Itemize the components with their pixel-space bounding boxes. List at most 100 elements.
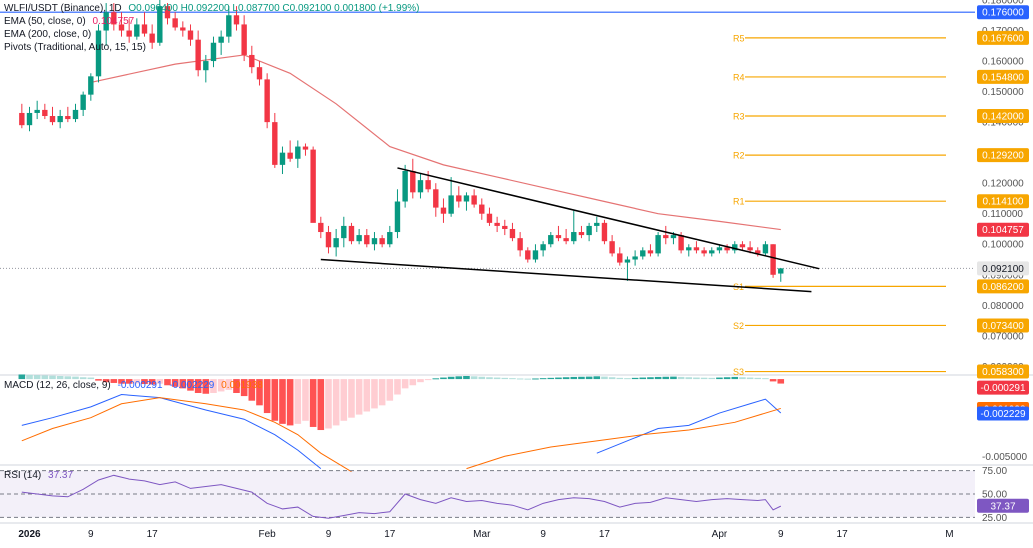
rsi-level-label: 50.00 xyxy=(982,490,1007,501)
candle-body xyxy=(249,54,255,68)
pivot-price-tag-bg xyxy=(977,109,1029,124)
macd-histogram-bar xyxy=(447,376,455,380)
macd-histogram-bar xyxy=(539,378,547,380)
signal-line-late xyxy=(466,407,781,470)
candle-body xyxy=(624,259,631,263)
macd-histogram-bar xyxy=(493,377,501,380)
candle-body xyxy=(640,250,646,257)
pivot-price-tag: 0.142000 xyxy=(982,112,1024,123)
candle-body xyxy=(663,235,669,239)
rsi-level-label: 75.00 xyxy=(982,466,1007,477)
pivot-price-tag: 0.129200 xyxy=(982,151,1024,162)
pivot-level-label: S3 xyxy=(733,367,744,377)
candle-body xyxy=(387,232,393,245)
macd-histogram-bar xyxy=(532,378,539,380)
macd-histogram-bar xyxy=(286,379,294,426)
candle-body xyxy=(134,24,140,37)
candle-body xyxy=(241,24,247,55)
macd-label[interactable]: MACD (12, 26, close, 9) xyxy=(4,380,111,391)
candle-body xyxy=(540,244,546,251)
ema200-label[interactable]: EMA (200, close, 0) xyxy=(4,29,92,40)
candle-body xyxy=(118,24,125,31)
macd-histogram-bar xyxy=(593,376,601,380)
macd-histogram-bar xyxy=(769,379,777,382)
legend-ema200-row: EMA (200, close, 0) xyxy=(4,29,91,41)
macd-histogram-bar xyxy=(72,376,79,380)
symbol-label[interactable]: WLFI/USDT (Binance), 1D xyxy=(4,3,122,14)
candle-body xyxy=(739,244,746,248)
macd-histogram-bar xyxy=(49,375,56,380)
macd-line xyxy=(21,394,322,470)
candle-body xyxy=(141,24,148,34)
candle-body xyxy=(187,30,194,40)
candle-body xyxy=(732,244,738,251)
macd-histogram-bar xyxy=(731,376,739,380)
candle-body xyxy=(172,18,178,28)
macd-histogram-bar xyxy=(647,377,654,380)
macd-histogram-bar xyxy=(386,379,394,401)
candle-body xyxy=(126,30,132,37)
pivot-level-label: S2 xyxy=(733,321,744,331)
candle-body xyxy=(195,39,201,71)
candle-body xyxy=(724,247,730,251)
candle-body xyxy=(256,67,263,80)
last-price-tag: 0.092100 xyxy=(982,264,1024,275)
pivot-price-tag-bg xyxy=(977,148,1029,163)
ema50-label[interactable]: EMA (50, close, 0) xyxy=(4,16,86,27)
time-axis-label: 9 xyxy=(540,529,546,540)
candle-body xyxy=(111,12,117,25)
macd-histogram-bar xyxy=(409,379,417,386)
pivots-label[interactable]: Pivots (Traditional, Auto, 15, 15) xyxy=(4,42,146,53)
candle-body xyxy=(502,225,508,229)
rsi-label[interactable]: RSI (14) xyxy=(4,470,42,481)
macd-histogram-bar xyxy=(685,377,693,380)
ohlc-values: O0.090400 H0.092200 L0.087700 C0.092100 … xyxy=(128,3,420,14)
macd-histogram-bar xyxy=(332,379,340,426)
macd-histogram-bar xyxy=(271,379,279,421)
macd-histogram-bar xyxy=(608,377,616,380)
price-tick-label: 0.080000 xyxy=(982,301,1024,312)
macd-histogram-bar xyxy=(463,376,470,380)
candle-body xyxy=(302,146,309,150)
macd-tick-label: -0.005000 xyxy=(982,452,1027,463)
candle-body xyxy=(325,232,332,248)
candle-body xyxy=(218,36,224,43)
macd-histogram-bar xyxy=(56,376,64,380)
candle-body xyxy=(494,222,500,226)
candle-body xyxy=(655,235,661,254)
macd-histogram-bar xyxy=(248,379,256,401)
last-price-tag-bg xyxy=(977,261,1029,276)
price-tick-label: 0.090000 xyxy=(982,270,1024,281)
macd-histogram-bar xyxy=(194,379,202,393)
rsi-value-tag-bg xyxy=(977,498,1029,513)
macd-histogram-bar xyxy=(210,379,217,393)
candle-body xyxy=(578,232,585,236)
time-axis-label: 9 xyxy=(326,529,332,540)
candle-body xyxy=(379,238,385,245)
pivot-level-label: R2 xyxy=(733,151,745,161)
candle-body xyxy=(532,250,539,260)
macd-histogram-bar xyxy=(217,379,225,392)
time-axis-label: 9 xyxy=(778,529,784,540)
time-axis-label: 2026 xyxy=(18,529,41,540)
macd-histogram-bar xyxy=(585,376,593,380)
candle-body xyxy=(394,201,401,233)
candle-body xyxy=(586,225,592,236)
trendline-lower xyxy=(320,258,812,293)
blue-level-tag: 0.176000 xyxy=(982,8,1024,19)
pivot-level-label: R3 xyxy=(733,112,745,122)
rsi-value: 37.37 xyxy=(48,470,74,481)
candle-body xyxy=(233,15,240,25)
macd-histogram-bar xyxy=(233,379,240,393)
legend-ema50-row: EMA (50, close, 0) 0.104757 xyxy=(4,16,134,28)
candle-body xyxy=(149,33,155,43)
candle-body xyxy=(747,247,753,251)
macd-histogram-bar xyxy=(240,379,248,397)
candle-body xyxy=(762,244,769,254)
price-tick-label: 0.100000 xyxy=(982,240,1024,251)
candle-body xyxy=(509,228,516,239)
macd-histogram-bar xyxy=(562,377,570,380)
macd-value-macd: -0.002229 xyxy=(169,380,215,391)
